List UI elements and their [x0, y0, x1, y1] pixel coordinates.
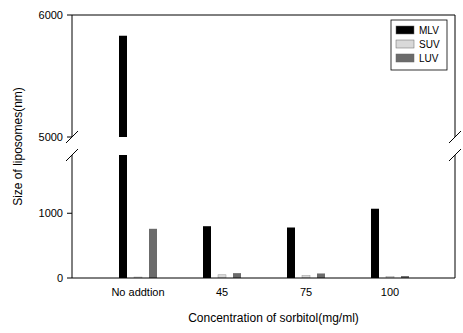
- y-tick: [67, 278, 72, 279]
- bar: [119, 36, 127, 137]
- y-tick: [67, 213, 72, 214]
- y-tick-label: 5000: [39, 131, 63, 143]
- y-tick-label: 0: [57, 272, 63, 284]
- frame-line: [455, 15, 456, 137]
- legend-box: [391, 20, 447, 70]
- bar: [317, 273, 325, 278]
- x-tick-label: 45: [216, 286, 228, 298]
- x-tick-label: 75: [300, 286, 312, 298]
- bar: [203, 226, 211, 278]
- frame-line: [72, 15, 455, 16]
- axis-line: [72, 155, 73, 278]
- frame-line: [455, 155, 456, 278]
- legend-swatch: [396, 40, 414, 48]
- break-mark: [66, 131, 78, 143]
- legend-label: SUV: [419, 39, 440, 50]
- bar: [287, 228, 295, 278]
- bar: [149, 229, 157, 278]
- legend-label: MLV: [419, 25, 439, 36]
- legend-swatch: [396, 54, 414, 62]
- frame: [66, 15, 461, 278]
- break-mark: [449, 149, 461, 161]
- axis-line: [72, 15, 73, 137]
- bar: [119, 155, 127, 278]
- legend: MLV SUV LUV: [391, 20, 447, 70]
- legend-label: LUV: [419, 53, 439, 64]
- bar: [371, 209, 379, 278]
- break-mark: [449, 131, 461, 143]
- x-axis-title: Concentration of sorbitol(mg/ml): [188, 311, 359, 325]
- y-axis-title: Size of liposomes(nm): [11, 87, 25, 206]
- x-tick-label: 100: [381, 286, 399, 298]
- chart-svg: 0 1000 5000 6000 No addtion 45 75 100 Concentrat…: [0, 0, 463, 333]
- x-tick-label: No addtion: [111, 286, 164, 298]
- y-tick: [67, 137, 72, 138]
- chart: 0 1000 5000 6000 No addtion 45 75 100 Concentrat…: [0, 0, 463, 333]
- axis-line: [72, 278, 455, 279]
- break-mark: [66, 149, 78, 161]
- bars-upper: [119, 36, 127, 137]
- y-tick-label: 6000: [39, 9, 63, 21]
- bar: [233, 273, 241, 278]
- y-tick-label: 1000: [39, 207, 63, 219]
- legend-swatch: [396, 26, 414, 34]
- y-tick: [67, 15, 72, 16]
- bars-lower: [119, 155, 409, 278]
